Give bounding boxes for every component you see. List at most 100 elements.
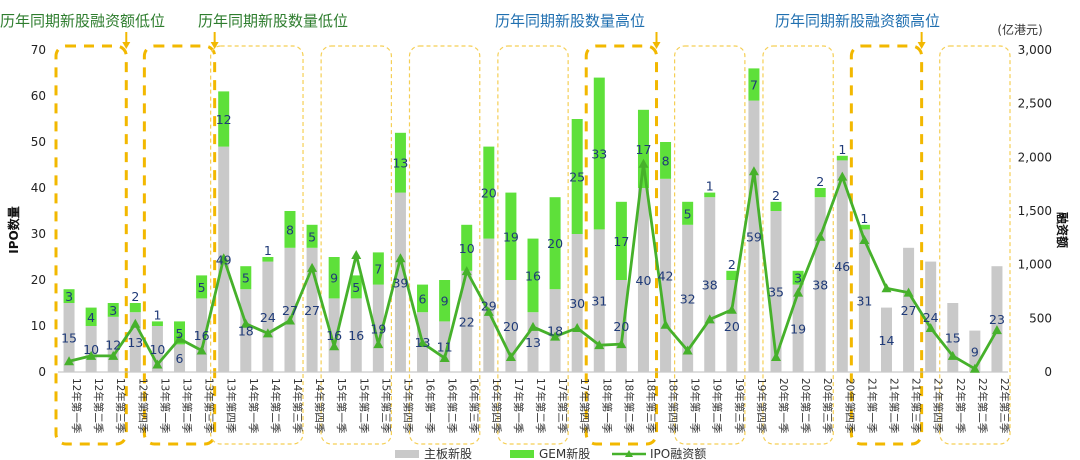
- bar-main-23: [571, 234, 583, 372]
- right-tick-6: 3,000: [1018, 43, 1052, 57]
- bar-gem-27: [660, 142, 672, 179]
- bar-main-32: [770, 211, 782, 372]
- ipo-amount-marker-13: [351, 250, 362, 260]
- category-label-41: 22年第二季: [976, 378, 989, 434]
- label-gem-9: 1: [264, 243, 272, 258]
- ipo-amount-marker-15: [395, 253, 406, 263]
- bar-gem-12: [328, 257, 340, 299]
- category-label-34: 20年第三季: [821, 378, 834, 434]
- label-gem-33: 3: [794, 271, 802, 286]
- ipo-amount-marker-42: [991, 325, 1002, 335]
- label-gem-29: 1: [706, 179, 714, 194]
- category-label-20: 17年第一季: [512, 378, 525, 434]
- label-main-40: 15: [945, 331, 961, 346]
- bar-gem-5: [174, 321, 186, 345]
- bar-main-24: [593, 229, 605, 372]
- ipo-amount-marker-14: [373, 339, 384, 349]
- bars: [63, 68, 1003, 372]
- bar-main-13: [350, 298, 362, 372]
- ipo-amount-marker-18: [461, 266, 472, 276]
- ipo-amount-marker-7: [218, 253, 229, 263]
- label-main-11: 27: [304, 303, 320, 318]
- legend-gem: GEM新股: [539, 446, 590, 460]
- label-main-20: 20: [503, 319, 519, 334]
- label-gem-3: 2: [131, 289, 139, 304]
- left-tick-0: 0: [38, 365, 46, 379]
- ipo-amount-marker-40: [947, 350, 958, 360]
- bar-main-36: [858, 229, 870, 372]
- highlight-box-0: [54, 44, 128, 446]
- label-main-25: 20: [613, 319, 629, 334]
- label-gem-14: 7: [374, 262, 382, 277]
- label-gem-34: 2: [816, 174, 824, 189]
- label-main-41: 9: [971, 344, 979, 359]
- bar-main-27: [660, 178, 672, 372]
- bar-gem-16: [417, 284, 429, 313]
- label-gem-27: 8: [662, 153, 670, 168]
- bar-main-20: [505, 280, 517, 372]
- category-label-14: 15年第三季: [379, 378, 392, 434]
- ipo-amount-marker-9: [262, 328, 273, 338]
- bar-main-42: [991, 266, 1003, 372]
- label-main-27: 42: [658, 268, 674, 283]
- category-label-21: 17年第二季: [534, 378, 547, 434]
- label-gem-21: 16: [525, 268, 541, 283]
- label-main-42: 23: [989, 312, 1005, 327]
- category-label-2: 12年第三季: [114, 378, 127, 434]
- legend-ipo-amount: IPO融资额: [650, 447, 706, 460]
- label-main-17: 11: [437, 340, 453, 355]
- fundraising-line: [64, 158, 1002, 373]
- label-gem-17: 9: [441, 294, 449, 309]
- label-main-8: 18: [238, 324, 254, 339]
- bar-main-21: [527, 312, 539, 372]
- arrow-2-head: [210, 42, 219, 49]
- ipo-amount-marker-8: [240, 318, 251, 328]
- category-label-1: 12年第二季: [92, 378, 105, 434]
- ipo-amount-marker-5: [174, 333, 185, 343]
- category-label-29: 19年第二季: [711, 378, 724, 434]
- label-main-1: 10: [83, 342, 99, 357]
- label-main-3: 13: [127, 335, 143, 350]
- ipo-amount-marker-39: [925, 322, 936, 332]
- tick-labels: 0 10 20 30 40 50 60 70 0 500 1,000 1,500 2,000 2,500 3…: [31, 43, 1052, 434]
- ipo-amount-marker-38: [903, 287, 914, 297]
- ipo-amount-marker-36: [859, 234, 870, 244]
- ipo-amount-marker-24: [594, 340, 605, 350]
- ipo-amount-marker-33: [793, 287, 804, 297]
- right-tick-4: 2,000: [1018, 150, 1052, 164]
- label-gem-5: 5: [176, 326, 184, 341]
- category-label-12: 15年第一季: [335, 378, 348, 434]
- bar-gem-6: [196, 275, 208, 299]
- bar-gem-8: [240, 266, 252, 290]
- label-gem-11: 5: [308, 229, 316, 244]
- ipo-amount-marker-20: [505, 351, 516, 361]
- category-label-13: 15年第二季: [357, 378, 370, 434]
- label-gem-10: 8: [286, 222, 294, 237]
- bar-gem-36: [858, 224, 870, 230]
- left-tick-7: 70: [31, 43, 46, 57]
- bar-gem-28: [682, 201, 694, 225]
- category-label-4: 13年第一季: [158, 378, 171, 434]
- ipo-amount-marker-16: [417, 338, 428, 348]
- legend-swatch-main: [395, 450, 419, 458]
- ipo-amount-marker-1: [86, 350, 97, 360]
- bar-main-37: [880, 307, 892, 372]
- bar-gem-22: [549, 197, 561, 290]
- category-label-30: 19年第三季: [733, 378, 746, 434]
- bar-main-41: [969, 330, 981, 372]
- label-main-13: 16: [348, 328, 364, 343]
- label-gem-25: 17: [613, 234, 629, 249]
- ipo-amount-marker-25: [616, 339, 627, 349]
- label-main-39: 24: [923, 310, 939, 325]
- category-label-17: 16年第二季: [446, 378, 459, 434]
- bar-main-0: [63, 303, 75, 372]
- bar-gem-25: [615, 201, 627, 280]
- label-main-30: 20: [724, 319, 740, 334]
- bar-main-28: [682, 224, 694, 372]
- bar-gem-11: [306, 224, 318, 248]
- label-gem-36: 1: [860, 211, 868, 226]
- label-main-22: 18: [547, 324, 563, 339]
- category-label-40: 22年第一季: [954, 378, 967, 434]
- bar-main-14: [372, 284, 384, 372]
- label-main-36: 31: [856, 294, 872, 309]
